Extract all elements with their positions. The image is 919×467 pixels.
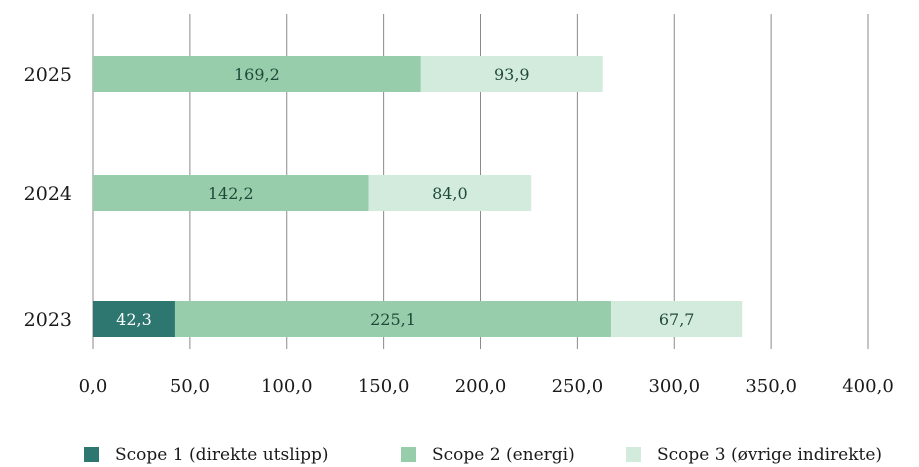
bar-value-label: 225,1 [370, 310, 416, 329]
y-category-label: 2025 [24, 64, 72, 86]
legend-label: Scope 2 (energi) [432, 445, 575, 465]
bar-segment [93, 56, 421, 92]
x-tick-label: 100,0 [261, 376, 313, 397]
legend-label: Scope 3 (øvrige indirekte) [657, 445, 882, 465]
bar-value-label: 67,7 [659, 310, 695, 329]
y-axis-categories: 2025 2024 2023 [24, 64, 72, 331]
legend-swatch [84, 447, 99, 462]
x-tick-label: 150,0 [358, 376, 410, 397]
bar-segment [368, 175, 532, 211]
x-tick-label: 200,0 [455, 376, 507, 397]
legend: Scope 1 (direkte utslipp) Scope 2 (energi… [84, 445, 882, 465]
bar-segment [174, 301, 612, 337]
bar-value-label: 169,2 [234, 65, 280, 84]
bar-value-label: 42,3 [116, 310, 152, 329]
x-tick-label: 50,0 [170, 376, 210, 397]
x-tick-label: 250,0 [552, 376, 604, 397]
bar-value-label: 84,0 [432, 184, 468, 203]
bar-series: 169,2 93,9 142,2 84,0 42,3 225,1 67,7 [93, 56, 743, 337]
legend-swatch [626, 447, 641, 462]
legend-swatch [401, 447, 416, 462]
x-axis-ticks: 0,0 50,0 100,0 150,0 200,0 250,0 300,0 350,0 400… [79, 376, 894, 397]
legend-label: Scope 1 (direkte utslipp) [115, 445, 328, 465]
bar-segment [93, 175, 369, 211]
bar-segment [93, 301, 175, 337]
bar-segment [420, 56, 603, 92]
bar-value-label: 93,9 [494, 65, 530, 84]
bar-segment [611, 301, 743, 337]
bar-value-label: 142,2 [208, 184, 254, 203]
y-category-label: 2023 [24, 309, 72, 331]
y-category-label: 2024 [24, 183, 72, 205]
x-tick-label: 0,0 [79, 376, 108, 397]
x-tick-label: 350,0 [745, 376, 797, 397]
x-tick-label: 400,0 [842, 376, 894, 397]
x-tick-label: 300,0 [648, 376, 700, 397]
